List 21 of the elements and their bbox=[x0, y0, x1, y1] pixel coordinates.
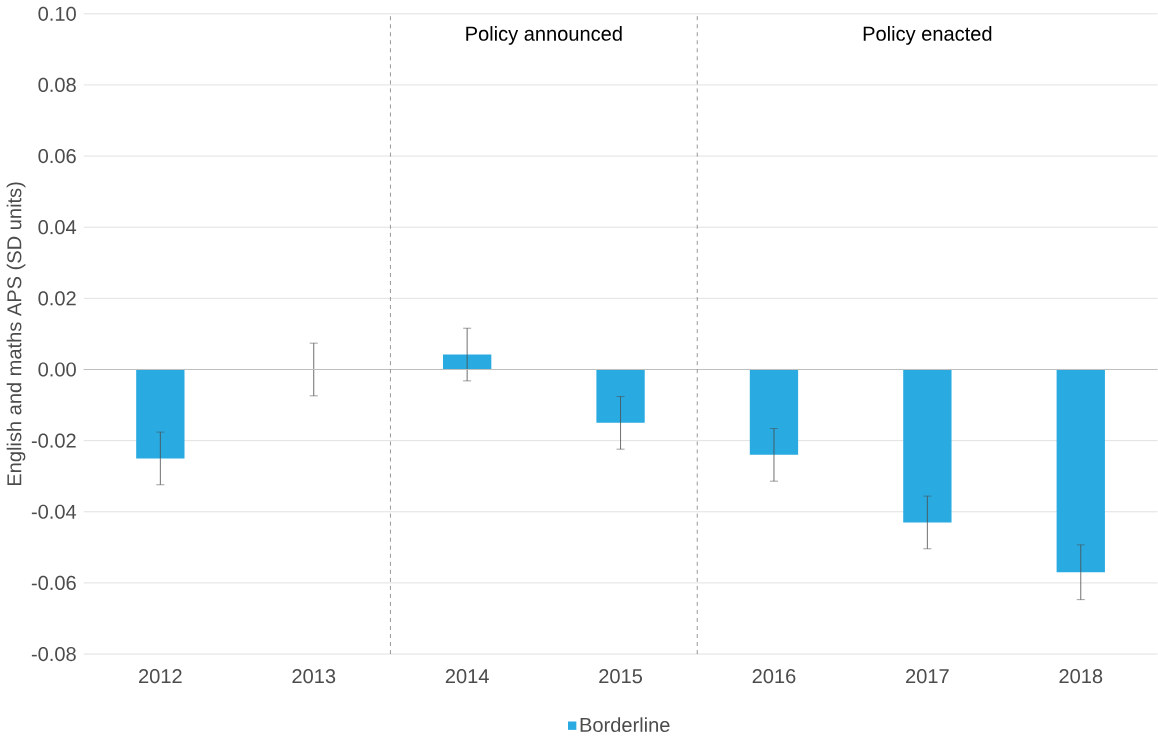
x-tick-label: 2012 bbox=[139, 668, 182, 684]
y-tick-label: 0.08 bbox=[38, 77, 76, 92]
legend-label: Borderline bbox=[580, 717, 670, 732]
x-tick-label: 2014 bbox=[445, 668, 489, 684]
y-tick-label: 0.02 bbox=[38, 291, 76, 306]
y-tick-label: 0.10 bbox=[38, 6, 76, 21]
x-tick-label: 2013 bbox=[292, 668, 336, 684]
y-tick-label: -0.06 bbox=[31, 575, 76, 590]
annotation: Policy enacted bbox=[863, 26, 992, 45]
x-tick-label: 2015 bbox=[599, 668, 643, 684]
x-tick-label: 2018 bbox=[1059, 668, 1103, 684]
y-tick-label: -0.04 bbox=[31, 504, 77, 519]
y-tick-label: 0.00 bbox=[38, 362, 76, 377]
x-tick-label: 2017 bbox=[906, 668, 949, 684]
x-tick-label: 2016 bbox=[752, 668, 796, 684]
annotation: Policy announced bbox=[466, 26, 622, 45]
y-tick-label: -0.08 bbox=[31, 646, 76, 662]
y-tick-label: 0.04 bbox=[38, 220, 77, 235]
y-axis-title: English and maths APS (SD units) bbox=[6, 182, 26, 485]
y-tick-label: -0.02 bbox=[31, 433, 76, 448]
y-tick-label: 0.06 bbox=[38, 148, 76, 164]
